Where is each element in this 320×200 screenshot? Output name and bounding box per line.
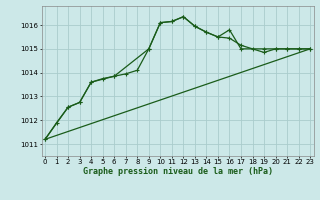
X-axis label: Graphe pression niveau de la mer (hPa): Graphe pression niveau de la mer (hPa) — [83, 167, 273, 176]
